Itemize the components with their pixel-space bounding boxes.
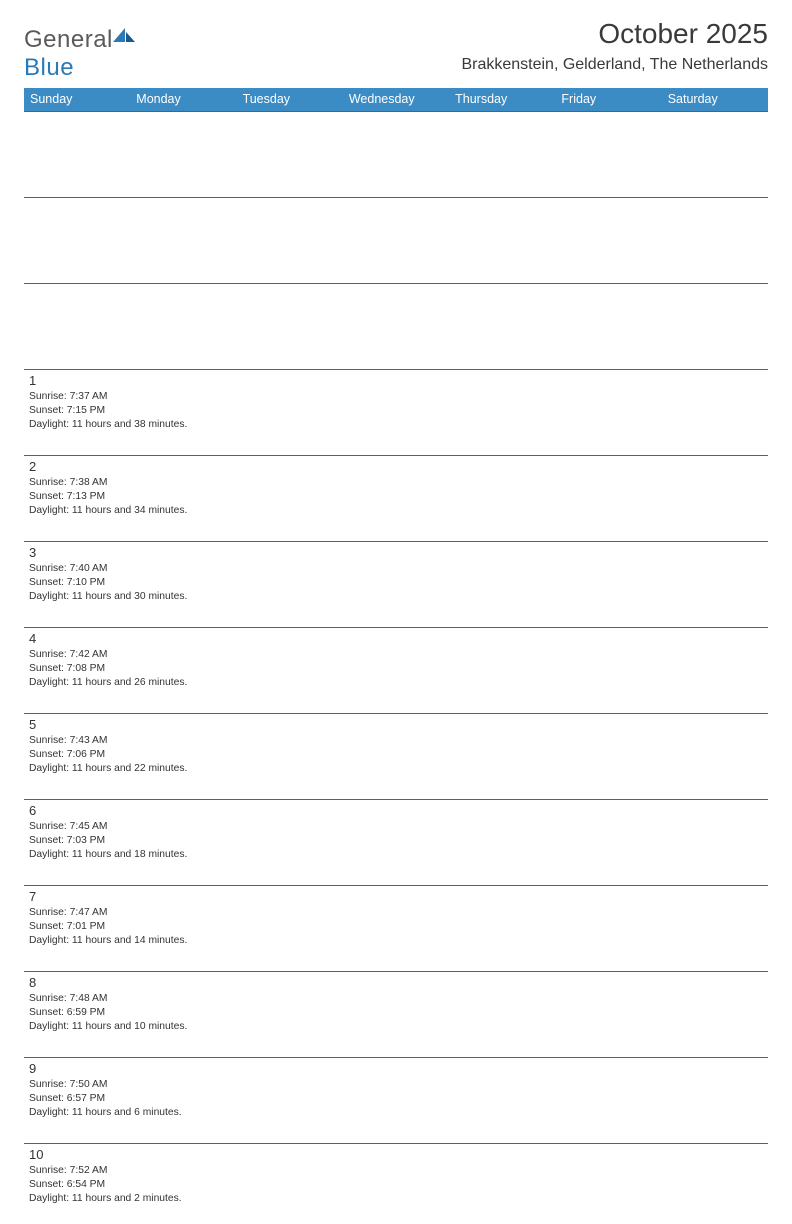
brand-part1: General bbox=[24, 26, 113, 53]
day-number: 4 bbox=[29, 631, 763, 646]
calendar: SundayMondayTuesdayWednesdayThursdayFrid… bbox=[24, 88, 768, 1224]
calendar-cell: 7 Sunrise: 7:47 AMSunset: 7:01 PMDaylight… bbox=[24, 885, 768, 971]
day-header: Sunday bbox=[24, 88, 130, 111]
day-info: Sunrise: 7:43 AMSunset: 7:06 PMDaylight:… bbox=[29, 734, 763, 776]
day-info: Sunrise: 7:40 AMSunset: 7:10 PMDaylight:… bbox=[29, 562, 763, 604]
page-header: GeneralBlue October 2025 Brakkenstein, G… bbox=[24, 18, 768, 82]
day-number: 6 bbox=[29, 803, 763, 818]
calendar-body: 1 Sunrise: 7:37 AMSunset: 7:15 PMDaylight… bbox=[24, 111, 768, 1224]
day-info: Sunrise: 7:52 AMSunset: 6:54 PMDaylight:… bbox=[29, 1164, 763, 1206]
day-number: 2 bbox=[29, 459, 763, 474]
calendar-cell-empty bbox=[24, 283, 768, 369]
title-block: October 2025 Brakkenstein, Gelderland, T… bbox=[461, 18, 768, 74]
day-header: Monday bbox=[130, 88, 236, 111]
brand-logo: GeneralBlue bbox=[24, 18, 137, 82]
day-info: Sunrise: 7:37 AMSunset: 7:15 PMDaylight:… bbox=[29, 390, 763, 432]
location-text: Brakkenstein, Gelderland, The Netherland… bbox=[461, 56, 768, 74]
day-header: Wednesday bbox=[343, 88, 449, 111]
calendar-cell-empty bbox=[24, 197, 768, 283]
day-number: 10 bbox=[29, 1147, 763, 1162]
calendar-cell: 4 Sunrise: 7:42 AMSunset: 7:08 PMDaylight… bbox=[24, 627, 768, 713]
day-info: Sunrise: 7:45 AMSunset: 7:03 PMDaylight:… bbox=[29, 820, 763, 862]
calendar-cell: 5 Sunrise: 7:43 AMSunset: 7:06 PMDaylight… bbox=[24, 713, 768, 799]
day-number: 1 bbox=[29, 373, 763, 388]
day-header: Thursday bbox=[449, 88, 555, 111]
day-number: 9 bbox=[29, 1061, 763, 1076]
day-header: Friday bbox=[555, 88, 661, 111]
month-title: October 2025 bbox=[461, 18, 768, 50]
day-number: 7 bbox=[29, 889, 763, 904]
calendar-cell: 8 Sunrise: 7:48 AMSunset: 6:59 PMDaylight… bbox=[24, 971, 768, 1057]
day-number: 5 bbox=[29, 717, 763, 732]
day-header: Tuesday bbox=[237, 88, 343, 111]
day-header: Saturday bbox=[662, 88, 768, 111]
calendar-header-row: SundayMondayTuesdayWednesdayThursdayFrid… bbox=[24, 88, 768, 111]
day-info: Sunrise: 7:48 AMSunset: 6:59 PMDaylight:… bbox=[29, 992, 763, 1034]
calendar-cell: 3 Sunrise: 7:40 AMSunset: 7:10 PMDaylight… bbox=[24, 541, 768, 627]
calendar-cell-empty bbox=[24, 111, 768, 197]
calendar-cell: 1 Sunrise: 7:37 AMSunset: 7:15 PMDaylight… bbox=[24, 369, 768, 455]
calendar-cell: 10 Sunrise: 7:52 AMSunset: 6:54 PMDayligh… bbox=[24, 1143, 768, 1224]
brand-part2: Blue bbox=[24, 54, 74, 81]
day-info: Sunrise: 7:47 AMSunset: 7:01 PMDaylight:… bbox=[29, 906, 763, 948]
day-info: Sunrise: 7:42 AMSunset: 7:08 PMDaylight:… bbox=[29, 648, 763, 690]
logo-sail-icon bbox=[111, 23, 137, 50]
day-number: 8 bbox=[29, 975, 763, 990]
calendar-cell: 9 Sunrise: 7:50 AMSunset: 6:57 PMDaylight… bbox=[24, 1057, 768, 1143]
day-info: Sunrise: 7:50 AMSunset: 6:57 PMDaylight:… bbox=[29, 1078, 763, 1120]
calendar-cell: 6 Sunrise: 7:45 AMSunset: 7:03 PMDaylight… bbox=[24, 799, 768, 885]
day-info: Sunrise: 7:38 AMSunset: 7:13 PMDaylight:… bbox=[29, 476, 763, 518]
calendar-cell: 2 Sunrise: 7:38 AMSunset: 7:13 PMDaylight… bbox=[24, 455, 768, 541]
brand-text: GeneralBlue bbox=[24, 26, 137, 82]
day-number: 3 bbox=[29, 545, 763, 560]
